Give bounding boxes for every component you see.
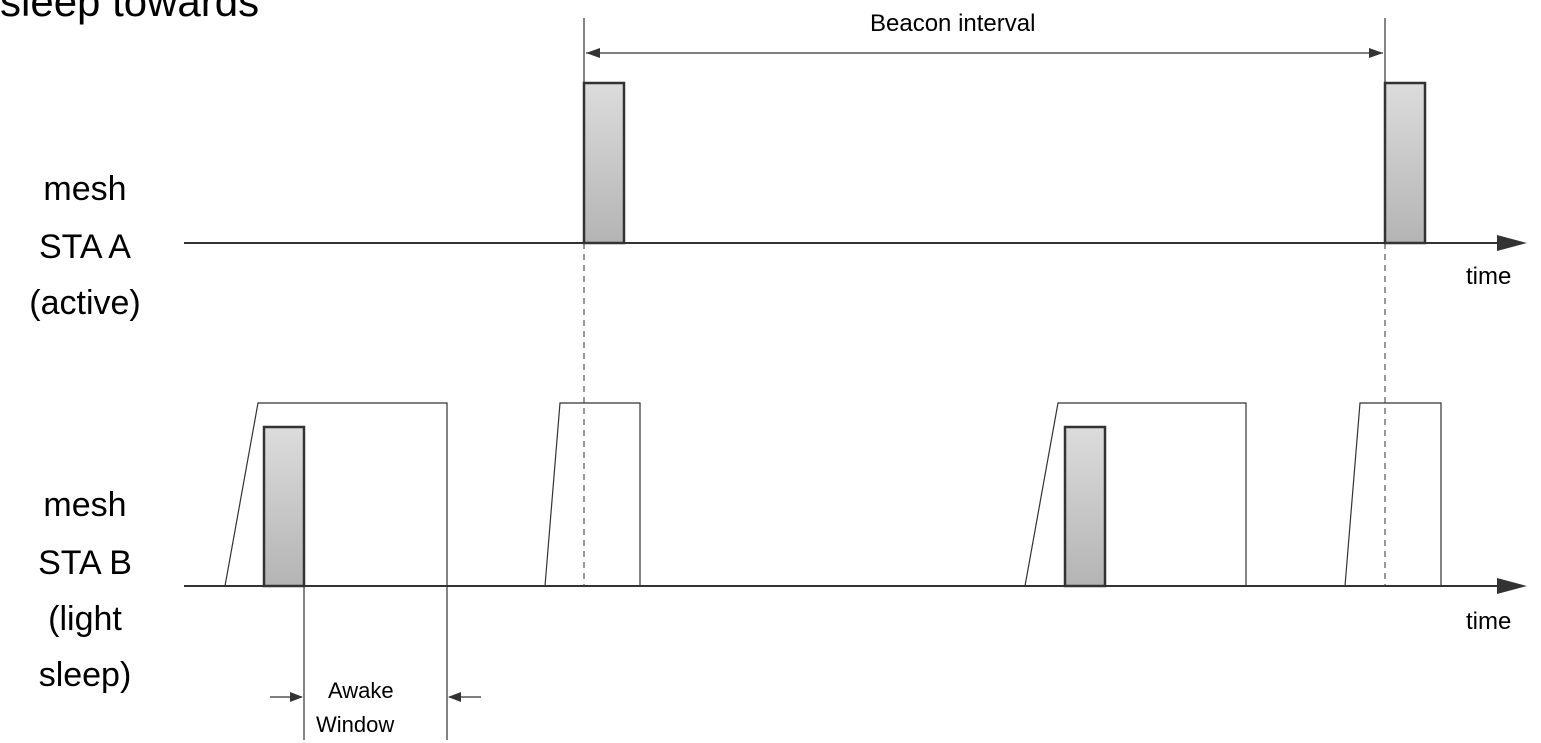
sta-b-awake-window-2 [544, 402, 641, 587]
sta-a-label-line3: (active) [29, 284, 141, 322]
time-label-a: time [1466, 263, 1512, 290]
sta-b-label-line1: mesh [43, 486, 127, 524]
sta-a-beacon-1 [582, 81, 626, 245]
sta-b-awake-window-4 [1344, 402, 1442, 587]
awake-window-label-line2: Window [316, 712, 395, 737]
sta-a-time-axis-arrowhead [1497, 235, 1527, 251]
sta-b-label-line4: sleep) [38, 656, 132, 694]
sta-a-label-line1: mesh [43, 170, 127, 208]
page-title: sleep towards [0, 0, 260, 25]
sta-b-beacon-1 [262, 425, 306, 588]
sta-b-time-axis-arrowhead [1497, 578, 1527, 594]
beacon-interval-label: Beacon interval [870, 10, 1036, 37]
sta-b-label-line2: STA B [38, 544, 132, 582]
beacon-interval-arrowhead-right [1369, 48, 1383, 58]
beacon-interval-arrowhead-left [586, 48, 600, 58]
sta-b-awake-window-1 [224, 402, 448, 587]
awake-window-label-line1: Awake [328, 678, 394, 703]
sta-a-label-line2: STA A [39, 228, 131, 266]
awake-window-arrowhead-left [290, 692, 303, 702]
awake-window-arrowhead-right [448, 692, 461, 702]
sta-b-awake-window-3 [1024, 402, 1247, 587]
sta-b-beacon-2 [1063, 425, 1107, 588]
sta-b-label-line3: (light [48, 600, 122, 638]
sta-a-beacon-2 [1383, 81, 1427, 245]
time-label-b: time [1466, 608, 1512, 635]
